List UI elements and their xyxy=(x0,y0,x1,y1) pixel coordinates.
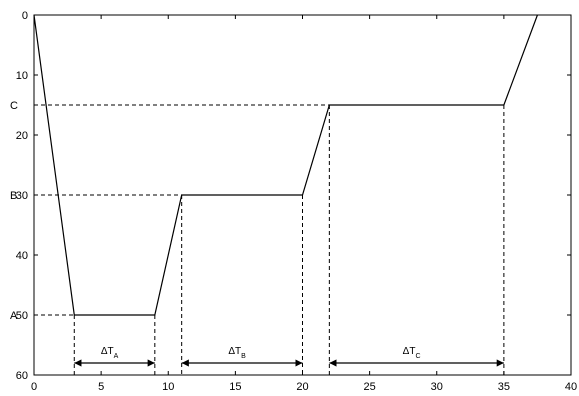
x-tick-label: 20 xyxy=(296,381,308,393)
y-tick-label: 20 xyxy=(16,130,28,142)
interval-label-c: ΔTC xyxy=(403,346,421,360)
x-tick-label: 10 xyxy=(162,381,174,393)
axis-ticks: 0 5 10 15 20 25 30 35 40 0 10 20 30 40 50 60 xyxy=(16,10,577,393)
x-tick-label: 0 xyxy=(31,381,37,393)
data-series xyxy=(33,14,538,316)
x-tick-label: 5 xyxy=(98,381,104,393)
series-line xyxy=(33,14,538,316)
y-tick-label: 60 xyxy=(16,370,28,382)
y-tick-label: 0 xyxy=(22,10,28,22)
level-label-a: A xyxy=(10,310,18,322)
x-tick-label: 15 xyxy=(229,381,241,393)
interval-label-b: ΔTB xyxy=(228,346,246,360)
x-tick-label: 35 xyxy=(498,381,510,393)
x-tick-label: 25 xyxy=(364,381,376,393)
interval-arrows: ΔTA ΔTB ΔTC xyxy=(74,346,504,367)
y-tick-label: 30 xyxy=(16,190,28,202)
level-labels: A B C xyxy=(10,100,18,322)
y-tick-label: 10 xyxy=(16,70,28,82)
level-label-b: B xyxy=(10,190,17,202)
y-tick-label: 40 xyxy=(16,250,28,262)
x-tick-label: 30 xyxy=(431,381,443,393)
guide-lines xyxy=(34,104,505,375)
interval-label-a: ΔTA xyxy=(101,346,119,360)
x-tick-label: 40 xyxy=(565,381,577,393)
level-label-c: C xyxy=(10,100,18,112)
y-tick-label: 50 xyxy=(16,310,28,322)
